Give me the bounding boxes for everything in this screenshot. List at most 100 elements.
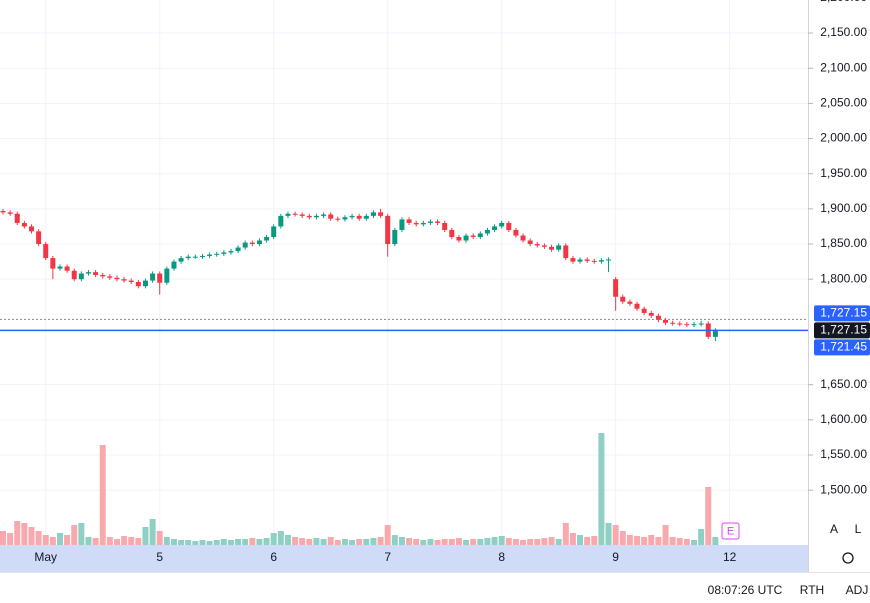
y-tick-label: 2,100.00 bbox=[820, 60, 867, 74]
candle-body bbox=[492, 226, 498, 230]
volume-bar bbox=[185, 540, 192, 545]
volume-bar bbox=[156, 531, 163, 545]
volume-bar bbox=[598, 433, 605, 545]
volume-bar bbox=[270, 533, 277, 545]
volume-bar bbox=[712, 537, 719, 545]
candle-body bbox=[463, 235, 469, 241]
volume-bar bbox=[569, 533, 576, 545]
volume-bar bbox=[334, 540, 341, 545]
volume-bar bbox=[128, 537, 135, 545]
candle-body bbox=[577, 259, 583, 262]
volume-bar bbox=[135, 538, 142, 545]
x-tick-label: 7 bbox=[384, 550, 391, 564]
candle-body bbox=[570, 258, 576, 262]
volume-bar bbox=[391, 535, 398, 545]
candle-body bbox=[64, 266, 70, 271]
volume-bar bbox=[669, 537, 676, 545]
candle-body bbox=[36, 231, 42, 245]
candle-body bbox=[392, 229, 398, 245]
y-tick-label: 2,150.00 bbox=[820, 25, 867, 39]
volume-bar bbox=[56, 533, 63, 545]
volume-bar bbox=[541, 538, 548, 545]
candle-body bbox=[655, 315, 661, 320]
volume-bar bbox=[178, 540, 185, 545]
volume-bar bbox=[142, 527, 149, 545]
x-tick-label: 6 bbox=[270, 550, 277, 564]
volume-bar bbox=[163, 537, 170, 545]
volume-bar bbox=[21, 523, 28, 545]
volume-bar bbox=[527, 539, 534, 545]
event-marker: E bbox=[727, 525, 734, 537]
candle-body bbox=[520, 235, 526, 241]
scale-button[interactable]: L bbox=[855, 522, 862, 536]
volume-bar bbox=[306, 539, 313, 545]
volume-bar bbox=[676, 538, 683, 545]
candle-body bbox=[249, 242, 255, 245]
candle-body bbox=[584, 259, 590, 261]
volume-bar bbox=[655, 537, 662, 545]
price-label: 1,727.15 bbox=[820, 323, 867, 337]
candle-body bbox=[207, 254, 213, 256]
price-label-box bbox=[814, 322, 870, 339]
candle-body bbox=[142, 280, 148, 287]
candle-body bbox=[420, 222, 426, 225]
volume-bar bbox=[356, 539, 363, 545]
candle-body bbox=[192, 256, 198, 258]
candle-body bbox=[214, 253, 220, 255]
candle-body bbox=[598, 260, 604, 262]
volume-bar bbox=[71, 525, 78, 545]
candle-body bbox=[57, 266, 63, 269]
candle-body bbox=[85, 272, 91, 274]
volume-bar bbox=[498, 536, 505, 545]
candle-body bbox=[21, 222, 27, 227]
volume-bar bbox=[0, 531, 6, 545]
candle-body bbox=[28, 226, 34, 232]
volume-bar bbox=[277, 531, 284, 545]
candle-body bbox=[43, 244, 49, 259]
candle-body bbox=[107, 276, 113, 278]
volume-bar bbox=[434, 540, 441, 545]
adjust-button[interactable]: ADJ bbox=[846, 583, 869, 597]
candle-body bbox=[221, 252, 227, 254]
session-button[interactable]: RTH bbox=[800, 583, 824, 597]
candle-body bbox=[256, 240, 262, 245]
settings-icon[interactable] bbox=[842, 552, 854, 564]
candle-body bbox=[534, 244, 540, 246]
volume-bar bbox=[313, 538, 320, 545]
volume-bar bbox=[520, 540, 527, 545]
scale-button-box bbox=[825, 520, 843, 538]
volume-bar bbox=[35, 531, 42, 545]
candle-body bbox=[14, 213, 20, 223]
candle-body bbox=[541, 245, 547, 247]
volume-bar bbox=[220, 539, 227, 545]
volume-bar bbox=[64, 535, 71, 545]
volume-bar bbox=[113, 539, 120, 545]
volume-bar bbox=[14, 521, 21, 545]
candle-body bbox=[399, 219, 405, 230]
price-label-box bbox=[814, 339, 870, 356]
candle-body bbox=[684, 324, 690, 326]
candle-body bbox=[7, 212, 13, 214]
candle-body bbox=[406, 219, 412, 223]
candle-body bbox=[271, 226, 277, 237]
x-tick-label: 5 bbox=[156, 550, 163, 564]
candle-body bbox=[285, 213, 291, 216]
candle-body bbox=[477, 233, 483, 237]
volume-bar bbox=[49, 537, 56, 545]
candle-body bbox=[449, 229, 455, 237]
candle-body bbox=[264, 236, 270, 241]
candle-body bbox=[235, 247, 241, 252]
volume-bar bbox=[505, 538, 512, 545]
candle-body bbox=[641, 308, 647, 313]
candle-body bbox=[242, 242, 248, 248]
volume-bar bbox=[249, 538, 256, 545]
candle-body bbox=[456, 236, 462, 241]
scale-button[interactable]: A bbox=[830, 522, 838, 536]
candle-body bbox=[370, 212, 376, 216]
candle-body bbox=[342, 217, 348, 220]
y-tick-label: 1,800.00 bbox=[820, 271, 867, 285]
volume-bar bbox=[577, 535, 584, 545]
volume-bar bbox=[370, 538, 377, 545]
volume-bar bbox=[149, 519, 156, 545]
candle-body bbox=[135, 281, 141, 287]
